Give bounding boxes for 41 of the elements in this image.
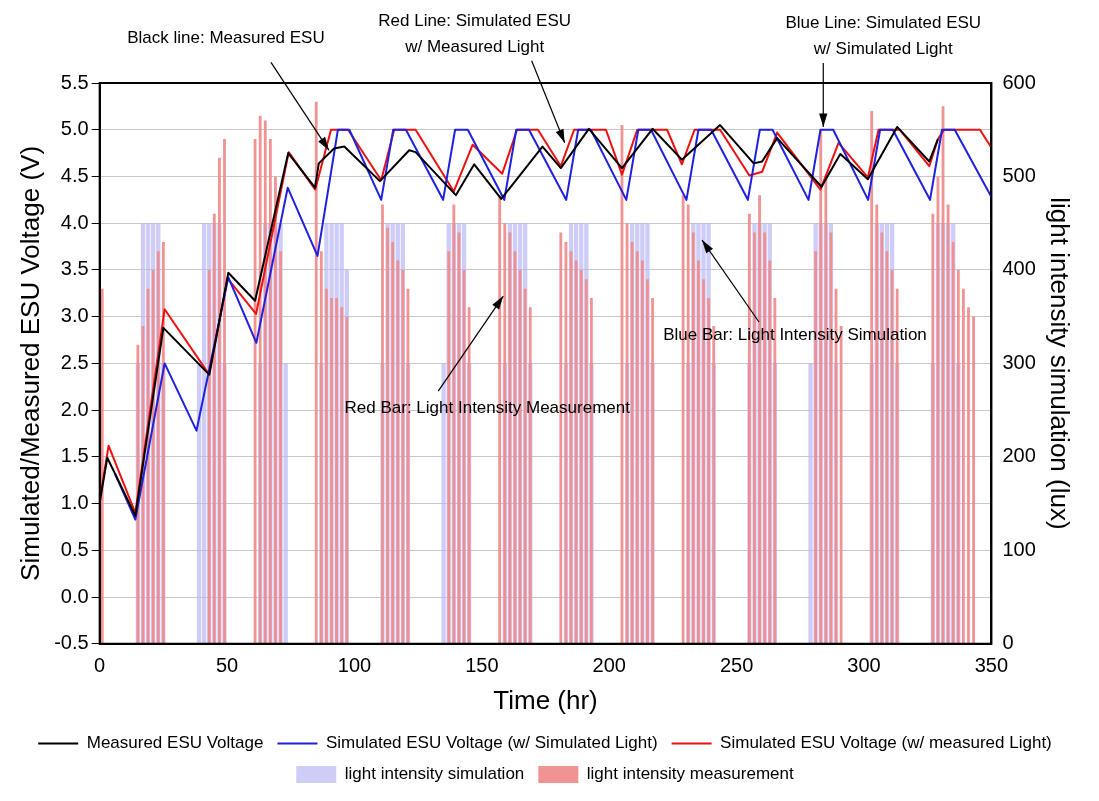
y-tick-label: 1.5 xyxy=(60,444,89,467)
y2-tick-label: 100 xyxy=(1002,537,1036,560)
y-tick-label: 3.0 xyxy=(60,304,89,327)
y-tick-label: 0.0 xyxy=(60,584,89,607)
y2-tick-label: 200 xyxy=(1002,444,1036,467)
y-tick-label: 5.0 xyxy=(60,117,89,140)
y-tick-label: -0.5 xyxy=(54,631,89,654)
y2-tick-label: 0 xyxy=(1002,631,1014,654)
annotation: Red Bar: Light Intensity Measurement xyxy=(344,397,631,417)
y2-tick-label: 300 xyxy=(1002,350,1036,373)
x-tick-label: 200 xyxy=(592,654,626,677)
y2-tick-label: 400 xyxy=(1002,257,1036,280)
y-tick-label: 2.5 xyxy=(60,350,89,373)
x-tick-label: 50 xyxy=(215,654,239,677)
x-tick-label: 300 xyxy=(847,654,881,677)
x-axis-title: Time (hr) xyxy=(493,684,598,715)
annotation: Red Line: Simulated ESU w/ Measured Light xyxy=(378,10,572,56)
y-tick-label: 3.5 xyxy=(60,257,89,280)
y-tick-label: 4.5 xyxy=(60,163,89,186)
y-axis-title: Simulated/Measured ESU Voltage (V) xyxy=(14,145,45,581)
x-tick-label: 250 xyxy=(719,654,754,677)
y-tick-label: 1.0 xyxy=(60,491,89,514)
y-tick-label: 4.0 xyxy=(60,210,89,233)
y-tick-label: 5.5 xyxy=(60,70,89,93)
legend-label: Simulated ESU Voltage (w/ Simulated Light) xyxy=(325,733,658,753)
x-tick-label: 100 xyxy=(337,654,372,677)
y2-tick-label: 500 xyxy=(1002,163,1036,186)
annotation: Blue Line: Simulated ESU w/ Simulated Light xyxy=(785,12,982,58)
x-tick-label: 150 xyxy=(465,654,499,677)
legend-label: Measured ESU Voltage xyxy=(86,733,264,753)
legend-label: light intensity measurement xyxy=(586,764,795,784)
annotation: Black line: Measured ESU xyxy=(127,27,325,47)
annotation: Blue Bar: Light Intensity Simulation xyxy=(663,324,927,344)
legend-label: Simulated ESU Voltage (w/ measured Light) xyxy=(720,733,1052,753)
y2-tick-label: 600 xyxy=(1002,70,1036,93)
x-tick-label: 350 xyxy=(974,654,1009,677)
legend-label: light intensity simulation xyxy=(344,764,525,784)
x-tick-label: 0 xyxy=(94,654,106,677)
y-tick-label: 2.0 xyxy=(60,397,89,420)
y-tick-label: 0.5 xyxy=(60,537,89,560)
y2-axis-title: light intensity simulation (lux) xyxy=(1045,197,1076,530)
